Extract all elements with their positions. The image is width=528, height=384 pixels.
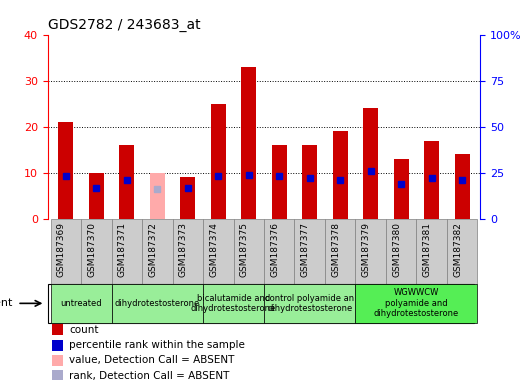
Bar <box>264 284 355 323</box>
Bar <box>386 219 417 284</box>
Bar <box>203 284 264 323</box>
Text: GSM187373: GSM187373 <box>179 222 188 277</box>
Bar <box>325 219 355 284</box>
Bar <box>233 219 264 284</box>
Bar <box>52 370 63 381</box>
Bar <box>363 108 379 219</box>
Bar <box>355 219 386 284</box>
Bar <box>211 104 226 219</box>
Bar <box>271 145 287 219</box>
Text: WGWWCW
polyamide and
dihydrotestosterone: WGWWCW polyamide and dihydrotestosterone <box>374 288 459 318</box>
Bar <box>52 324 63 335</box>
Text: rank, Detection Call = ABSENT: rank, Detection Call = ABSENT <box>69 371 230 381</box>
Bar <box>417 219 447 284</box>
Text: agent: agent <box>0 298 13 308</box>
Bar <box>149 173 165 219</box>
Text: count: count <box>69 325 99 335</box>
Bar <box>52 339 63 351</box>
Bar <box>52 355 63 366</box>
Bar <box>447 219 477 284</box>
Bar <box>455 154 470 219</box>
Text: GSM187369: GSM187369 <box>57 222 66 277</box>
Bar <box>58 122 73 219</box>
Text: GSM187381: GSM187381 <box>423 222 432 277</box>
Bar <box>393 159 409 219</box>
Text: percentile rank within the sample: percentile rank within the sample <box>69 340 245 350</box>
Bar <box>119 145 135 219</box>
Bar <box>333 131 348 219</box>
Bar <box>355 284 477 323</box>
Text: GSM187379: GSM187379 <box>362 222 371 277</box>
Bar <box>302 145 317 219</box>
Bar <box>241 67 257 219</box>
Text: untreated: untreated <box>60 299 102 308</box>
Bar <box>111 219 142 284</box>
Bar <box>203 219 233 284</box>
Bar <box>142 219 173 284</box>
Text: GSM187380: GSM187380 <box>392 222 401 277</box>
Bar <box>51 219 81 284</box>
Text: GSM187372: GSM187372 <box>148 222 157 277</box>
Bar <box>51 284 111 323</box>
Text: dihydrotestosterone: dihydrotestosterone <box>115 299 200 308</box>
Bar <box>180 177 195 219</box>
Bar <box>264 219 295 284</box>
Text: GSM187377: GSM187377 <box>301 222 310 277</box>
Bar <box>424 141 439 219</box>
Text: GSM187371: GSM187371 <box>118 222 127 277</box>
Text: GSM187370: GSM187370 <box>87 222 96 277</box>
Text: GSM187378: GSM187378 <box>331 222 340 277</box>
Text: value, Detection Call = ABSENT: value, Detection Call = ABSENT <box>69 356 234 366</box>
Bar <box>295 219 325 284</box>
Text: GSM187374: GSM187374 <box>209 222 218 277</box>
Text: GSM187375: GSM187375 <box>240 222 249 277</box>
Text: GSM187382: GSM187382 <box>453 222 462 277</box>
Bar <box>89 173 104 219</box>
Text: control polyamide an
dihydrotestosterone: control polyamide an dihydrotestosterone <box>265 294 354 313</box>
Text: GDS2782 / 243683_at: GDS2782 / 243683_at <box>48 18 200 32</box>
Bar <box>111 284 203 323</box>
Bar <box>81 219 111 284</box>
Text: bicalutamide and
dihydrotestosterone: bicalutamide and dihydrotestosterone <box>191 294 276 313</box>
Bar <box>173 219 203 284</box>
Text: GSM187376: GSM187376 <box>270 222 279 277</box>
